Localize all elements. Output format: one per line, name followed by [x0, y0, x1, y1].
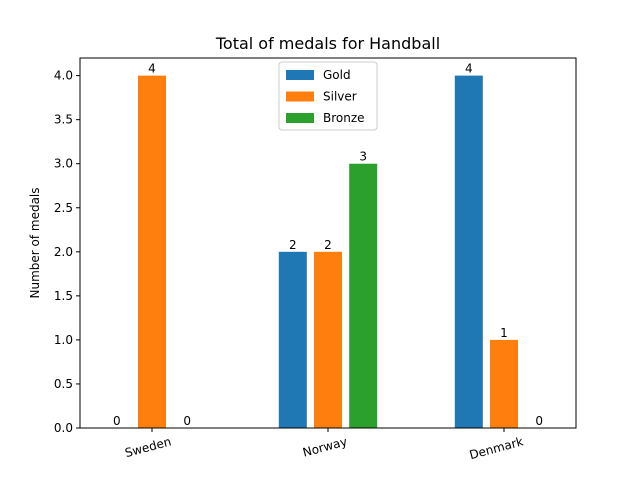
bar-norway-bronze: [349, 163, 378, 428]
data-label-sweden-silver: 4: [148, 62, 156, 76]
legend-swatch-gold: [286, 70, 314, 80]
legend: Gold Silver Bronze: [278, 61, 378, 131]
data-label-denmark-gold: 4: [465, 62, 473, 76]
y-tick-label: 0.0: [54, 421, 73, 435]
data-label-norway-gold: 2: [289, 238, 297, 252]
y-tick-label: 2.5: [54, 201, 73, 215]
bar-denmark-gold: [454, 75, 483, 429]
legend-swatch-silver: [286, 91, 314, 102]
y-tick-label: 2.0: [54, 245, 73, 259]
legend-label-silver: Silver: [323, 90, 357, 104]
plot-frame: [79, 57, 577, 429]
y-tick-label: 3.5: [54, 113, 73, 127]
x-tick-label-denmark: Denmark: [468, 434, 525, 462]
bar-denmark-silver: [490, 339, 518, 428]
data-labels-group: 0 2 4 4 2 1 0 3 0: [113, 62, 543, 428]
y-axis: 0.0 0.5 1.0 1.5 2.0 2.5 3.0 3.5 4.0: [54, 69, 80, 435]
y-tick-label: 0.5: [54, 377, 73, 391]
data-label-norway-bronze: 3: [359, 150, 367, 164]
legend-swatch-bronze: [286, 113, 314, 123]
y-tick-label: 4.0: [54, 69, 73, 83]
x-tick-label-norway: Norway: [301, 434, 349, 459]
data-label-denmark-bronze: 0: [535, 414, 543, 428]
y-axis-label: Number of medals: [28, 187, 42, 298]
y-tick-label: 1.0: [54, 333, 73, 347]
bar-norway-silver: [314, 251, 342, 428]
bars-group: [138, 75, 518, 429]
x-tick-label-sweden: Sweden: [123, 434, 172, 460]
legend-label-bronze: Bronze: [323, 111, 365, 125]
legend-label-gold: Gold: [323, 68, 351, 82]
data-label-denmark-silver: 1: [500, 326, 508, 340]
x-axis: Sweden Norway Denmark: [123, 428, 525, 462]
chart-title: Total of medals for Handball: [215, 34, 440, 53]
y-tick-label: 1.5: [54, 289, 73, 303]
data-label-norway-silver: 2: [324, 238, 332, 252]
bar-sweden-silver: [138, 75, 166, 429]
data-label-sweden-bronze: 0: [183, 414, 191, 428]
bar-norway-gold: [278, 251, 307, 428]
y-tick-label: 3.0: [54, 157, 73, 171]
data-label-sweden-gold: 0: [113, 414, 121, 428]
